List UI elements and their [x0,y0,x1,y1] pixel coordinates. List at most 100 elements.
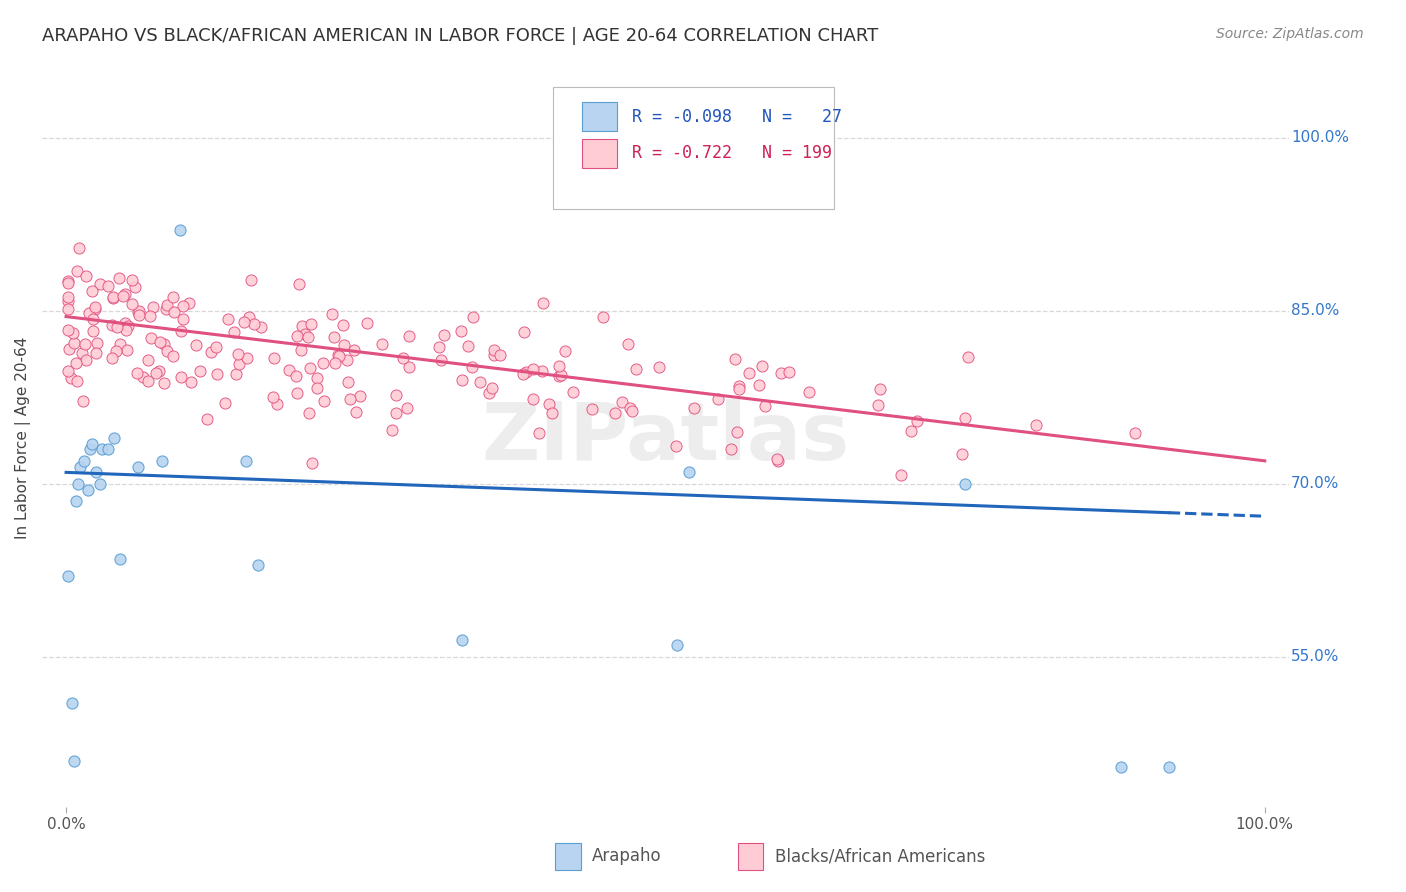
Point [79,442,101,457]
Point [385,406,408,420]
Point [76,483,98,497]
Point [356,317,378,331]
Point [58,342,80,356]
Point [66,374,89,388]
Point [184,337,207,351]
Point [65,355,87,369]
Point [513,325,536,339]
Point [554,344,576,359]
Point [82,324,104,338]
Point [82,311,104,326]
Point [905,413,928,427]
Point [127,366,149,380]
Point [136,374,159,388]
Point [86,335,108,350]
Point [204,339,226,353]
Point [738,366,761,380]
Point [307,371,329,385]
Point [103,291,125,305]
Point [150,454,173,468]
Text: 100.0%: 100.0% [1291,130,1350,145]
Point [332,318,354,332]
Point [145,367,167,381]
Point [581,402,603,417]
Text: ARAPAHO VS BLACK/AFRICAN AMERICAN IN LABOR FORCE | AGE 20-64 CORRELATION CHART: ARAPAHO VS BLACK/AFRICAN AMERICAN IN LAB… [42,27,879,45]
Point [482,343,505,357]
Point [297,330,319,344]
Point [512,367,534,381]
Point [621,403,644,417]
Point [156,343,179,358]
Point [238,310,260,325]
Point [73,337,96,351]
Point [75,352,97,367]
Point [115,343,138,358]
Point [429,353,451,368]
Point [69,459,91,474]
Point [148,364,170,378]
Point [869,382,891,396]
Point [619,401,641,415]
Point [67,476,90,491]
Point [250,320,273,334]
Point [105,320,128,334]
Point [478,385,501,400]
Point [89,476,111,491]
Point [101,318,124,332]
Point [953,476,976,491]
Point [107,270,129,285]
Point [482,348,505,362]
Point [312,356,335,370]
Point [127,305,149,319]
Point [1157,759,1180,773]
Y-axis label: In Labor Force | Age 20-64: In Labor Force | Age 20-64 [15,336,31,539]
Point [612,394,634,409]
Point [75,269,97,284]
Point [58,323,80,337]
Point [398,360,420,375]
Point [288,277,311,292]
Point [515,365,537,379]
Point [778,365,800,379]
Point [136,352,159,367]
Point [1123,425,1146,440]
Point [451,373,474,387]
Point [200,345,222,359]
Point [263,351,285,366]
Point [290,343,312,357]
Point [766,454,789,468]
Point [65,494,87,508]
Point [326,348,349,362]
Point [339,392,361,406]
Point [121,273,143,287]
Point [291,319,314,334]
Point [278,363,301,377]
Text: Arapaho: Arapaho [592,847,662,865]
Point [562,385,585,400]
Point [84,346,107,360]
Point [285,369,308,384]
Point [398,328,420,343]
Point [335,352,357,367]
Point [180,375,202,389]
Point [522,392,544,406]
Point [225,368,247,382]
Text: R = -0.098   N =   27: R = -0.098 N = 27 [631,108,842,126]
Point [548,359,571,374]
Point [73,454,96,468]
Text: 55.0%: 55.0% [1291,649,1340,665]
Point [240,273,263,287]
Point [323,330,346,344]
Point [170,370,193,384]
Point [58,293,80,308]
Point [149,334,172,349]
Point [751,359,773,373]
Point [301,456,323,470]
Point [169,223,191,237]
Point [349,389,371,403]
Point [720,442,742,457]
Point [665,439,688,453]
Point [152,337,174,351]
Point [58,301,80,316]
Point [396,401,419,416]
